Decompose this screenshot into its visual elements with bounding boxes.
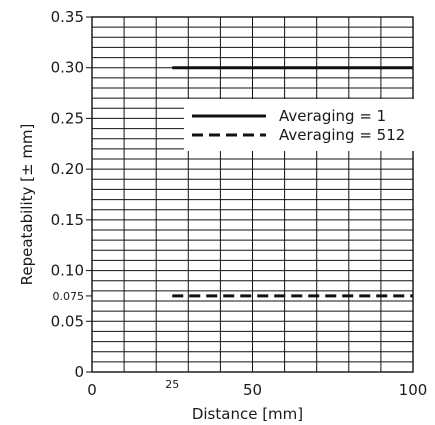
legend-label: Averaging = 1 — [279, 107, 386, 125]
x-tick-label: 25 — [165, 378, 179, 391]
x-tick-label: 100 — [399, 381, 428, 399]
y-tick-label: 0 — [74, 363, 84, 381]
y-tick-labels: 0 0.05 0.075 0.10 0.15 0.20 0.25 0.30 0.35 — [51, 8, 92, 381]
plot-frame — [91, 16, 414, 373]
series-lines — [172, 66, 413, 298]
y-tick-label: 0.25 — [51, 109, 84, 127]
legend-label: Averaging = 512 — [279, 126, 405, 144]
legend-box — [184, 99, 428, 151]
y-tick-label: 0.10 — [51, 262, 84, 280]
y-tick-label: 0.075 — [53, 290, 85, 303]
x-tick-label: 50 — [243, 381, 262, 399]
x-tick-label: 0 — [87, 381, 97, 399]
y-tick-label: 0.30 — [51, 59, 84, 77]
x-axis-title: Distance [mm] — [192, 405, 303, 423]
y-tick-label: 0.20 — [51, 160, 84, 178]
x-tick-labels: 0 25 50 100 — [87, 378, 427, 399]
y-tick-label: 0.05 — [51, 312, 84, 330]
y-axis-title: Repeatability [± mm] — [18, 124, 36, 286]
grid — [91, 16, 414, 373]
y-tick-label: 0.15 — [51, 211, 84, 229]
y-tick-label: 0.35 — [51, 8, 84, 26]
